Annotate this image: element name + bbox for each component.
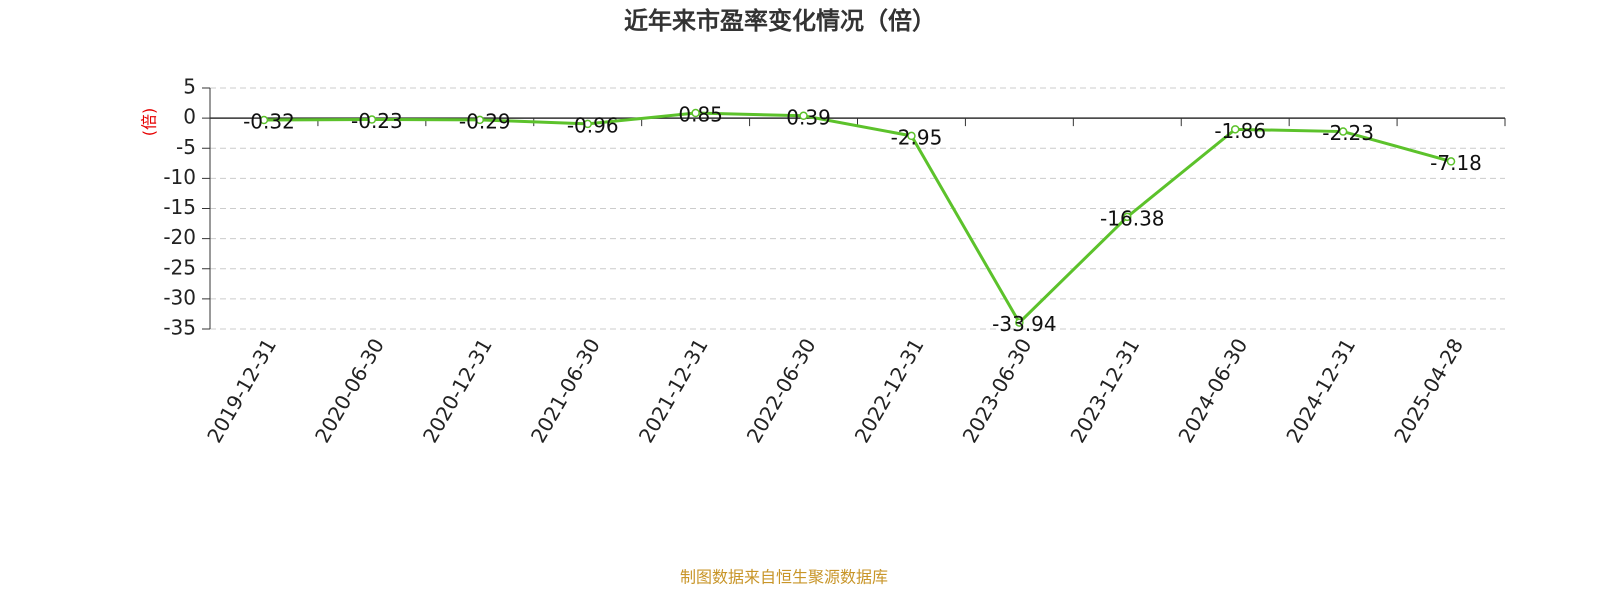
x-tick-label: 2023-12-31 xyxy=(1065,334,1144,447)
y-tick-label: -10 xyxy=(163,165,196,189)
point xyxy=(475,115,485,125)
point xyxy=(583,119,592,129)
point xyxy=(799,111,808,121)
y-tick-label: -35 xyxy=(163,316,196,340)
point xyxy=(907,131,916,141)
x-tick-label: 2020-06-30 xyxy=(310,334,389,447)
data-label: 0.39 xyxy=(786,105,831,129)
x-tick-label: 2019-12-31 xyxy=(202,334,281,447)
y-tick-label: -15 xyxy=(163,195,196,219)
data-label: -0.23 xyxy=(351,109,403,133)
x-tick-label: 2021-12-31 xyxy=(634,334,713,447)
data-label: -33.94 xyxy=(992,312,1056,336)
y-tick-label: 5 xyxy=(183,75,196,99)
data-label: -7.18 xyxy=(1430,151,1482,175)
x-tick-label: 2020-12-31 xyxy=(418,334,497,447)
x-tick-label: 2022-12-31 xyxy=(850,334,929,447)
point xyxy=(1123,212,1132,222)
x-tick-label: 2023-06-30 xyxy=(958,334,1037,447)
data-label: 0.85 xyxy=(678,103,723,127)
y-axis-label: (倍) xyxy=(140,108,159,137)
data-label: -0.29 xyxy=(459,109,511,133)
data-label: -2.23 xyxy=(1322,121,1374,145)
point xyxy=(367,115,377,124)
point xyxy=(1015,318,1024,327)
data-label: -0.32 xyxy=(243,110,295,134)
point xyxy=(1338,127,1348,136)
y-tick-label: -5 xyxy=(176,135,196,159)
y-tick-label: -30 xyxy=(163,285,196,309)
y-tick-label: -25 xyxy=(163,255,196,279)
chart-title: 近年来市盈率变化情况（倍） xyxy=(624,7,936,35)
point xyxy=(1230,125,1240,134)
data-label: -16.38 xyxy=(1100,206,1164,230)
data-label: -1.86 xyxy=(1214,119,1266,143)
point xyxy=(1446,157,1456,166)
data-label: -0.96 xyxy=(567,113,619,137)
point xyxy=(691,108,700,118)
point xyxy=(259,115,269,125)
x-tick-label: 2022-06-30 xyxy=(742,334,821,447)
x-tick-label: 2024-12-31 xyxy=(1281,334,1360,447)
y-tick-label: -20 xyxy=(163,225,196,249)
x-tick-label: 2025-04-28 xyxy=(1389,334,1468,447)
source-note: 制图数据来自恒生聚源数据库 xyxy=(680,568,888,587)
x-tick-label: 2021-06-30 xyxy=(526,334,605,447)
line xyxy=(263,111,1452,326)
x-tick-label: 2024-06-30 xyxy=(1173,334,1252,447)
y-tick-label: 0 xyxy=(183,105,196,129)
data-label: -2.95 xyxy=(891,125,943,149)
